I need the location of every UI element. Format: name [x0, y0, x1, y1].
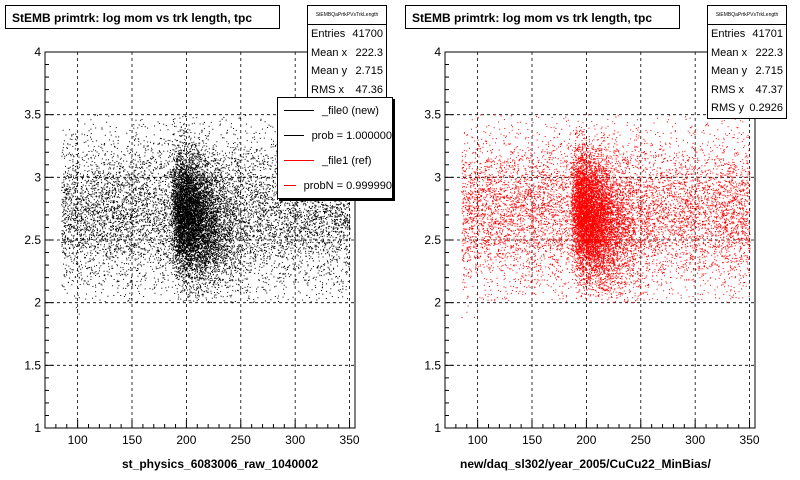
left-stats-title: StEMBQaPrtkPVsTrkLength: [308, 6, 386, 25]
right-stats-row: Mean y 2.715: [708, 62, 786, 81]
x-tick-label: 350: [340, 433, 360, 447]
legend-label: probN = 0.999990: [303, 179, 392, 192]
left-plot-title: StEMB primtrk: log mom vs trk length, tp…: [5, 5, 280, 29]
right-stats-title: StEMBQaPrtkPVsTrkLength: [708, 6, 786, 25]
y-tick-label: 2.5: [24, 233, 41, 247]
x-tick-label: 100: [68, 433, 88, 447]
stats-label: Mean x: [711, 46, 748, 59]
y-tick-label: 3.5: [24, 108, 41, 122]
legend-line-icon: [284, 160, 314, 161]
scatter-points: [61, 114, 351, 315]
right-x-axis-label: new/daq_sl302/year_2005/CuCu22_MinBias/: [460, 457, 711, 471]
legend-entry: _file1 (ref): [278, 148, 392, 173]
stats-label: Mean y: [311, 65, 348, 77]
stats-value: 2.715: [755, 65, 783, 77]
y-tick-label: 1.5: [24, 358, 41, 372]
axes: 100 150 200 250 300 350 1 1.5 2 2.5 3 3.5 4: [424, 45, 760, 447]
stats-label: Mean y: [711, 65, 748, 77]
x-tick-label: 350: [740, 433, 760, 447]
right-stats-row: RMS y 0.2926: [708, 99, 786, 118]
scatter-points: [461, 114, 751, 319]
y-tick-label: 1: [434, 421, 441, 435]
stats-label: Mean x: [311, 46, 348, 59]
legend-line-icon: [284, 110, 314, 111]
x-tick-label: 300: [685, 433, 705, 447]
right-panel: 100 150 200 250 300 350 1 1.5 2 2.5 3 3.5 4 StEMB pr…: [400, 0, 800, 480]
right-stats-row: RMS x 47.37: [708, 81, 786, 100]
legend-line-icon: [284, 135, 304, 136]
stats-value: 2.715: [355, 65, 383, 77]
y-tick-label: 4: [434, 45, 441, 59]
y-tick-label: 3: [434, 170, 441, 184]
stats-value: 222.3: [755, 46, 783, 59]
legend-label: prob = 1.000000: [311, 129, 392, 142]
right-stats-row: Mean x 222.3: [708, 44, 786, 63]
y-tick-label: 3: [34, 170, 41, 184]
x-tick-label: 300: [285, 433, 305, 447]
legend-entry: prob = 1.000000: [278, 123, 392, 148]
stats-value: 41701: [752, 28, 783, 40]
legend-line-icon: [284, 185, 296, 186]
left-stats-row: Entries 41700: [308, 25, 386, 44]
right-stats-row: Entries 41701: [708, 25, 786, 44]
legend-entry: probN = 0.999990: [278, 173, 392, 198]
scatter-point-cloud: [61, 114, 351, 315]
x-tick-label: 150: [522, 433, 542, 447]
y-tick-label: 2.5: [424, 233, 441, 247]
grid-lines: [445, 52, 755, 428]
stats-label: RMS x: [311, 83, 344, 96]
legend-label: _file0 (new): [322, 104, 379, 117]
stats-label: RMS x: [711, 83, 744, 96]
left-stats-row: Mean y 2.715: [308, 62, 386, 81]
stats-label: Entries: [311, 28, 346, 40]
legend-box: _file0 (new) prob = 1.000000 _file1 (ref…: [277, 97, 393, 199]
right-plot-title: StEMB primtrk: log mom vs trk length, tp…: [405, 5, 680, 29]
x-tick-label: 200: [576, 433, 596, 447]
y-tick-label: 1: [34, 421, 41, 435]
stats-value: 47.36: [355, 83, 383, 96]
right-stats-box: StEMBQaPrtkPVsTrkLength Entries 41701 Mea…: [707, 5, 787, 119]
stats-label: Entries: [711, 28, 746, 40]
x-tick-label: 100: [468, 433, 488, 447]
left-panel: 100 150 200 250 300 350 1 1.5 2 2.5 3 3.5 4 StEMB pr…: [5, 5, 393, 471]
y-tick-label: 1.5: [424, 358, 441, 372]
y-tick-label: 2: [34, 296, 41, 310]
left-stats-row: Mean x 222.3: [308, 44, 386, 63]
stats-value: 0.2926: [749, 102, 783, 114]
stats-label: RMS y: [711, 102, 744, 114]
legend-entry: _file0 (new): [278, 98, 392, 123]
stats-value: 47.37: [755, 83, 783, 96]
x-tick-label: 250: [631, 433, 651, 447]
left-stats-box: StEMBQaPrtkPVsTrkLength Entries 41700 Mea…: [307, 5, 387, 100]
right-scatter-plot: 100 150 200 250 300 350 1 1.5 2 2.5 3 3.5 4: [424, 45, 760, 447]
y-tick-label: 3.5: [424, 108, 441, 122]
scatter-point-cloud: [461, 114, 751, 319]
left-x-axis-label: st_physics_6083006_raw_1040002: [122, 457, 319, 471]
y-tick-label: 4: [34, 45, 41, 59]
x-tick-label: 200: [176, 433, 196, 447]
stats-value: 222.3: [355, 46, 383, 59]
axes: 100 150 200 250 300 350 1 1.5 2 2.5 3 3.5 4: [24, 45, 360, 447]
left-stats-row: RMS x 47.36: [308, 81, 386, 100]
y-tick-label: 2: [434, 296, 441, 310]
legend-label: _file1 (ref): [322, 154, 372, 167]
stats-value: 41700: [352, 28, 383, 40]
x-tick-label: 250: [231, 433, 251, 447]
x-tick-label: 150: [122, 433, 142, 447]
